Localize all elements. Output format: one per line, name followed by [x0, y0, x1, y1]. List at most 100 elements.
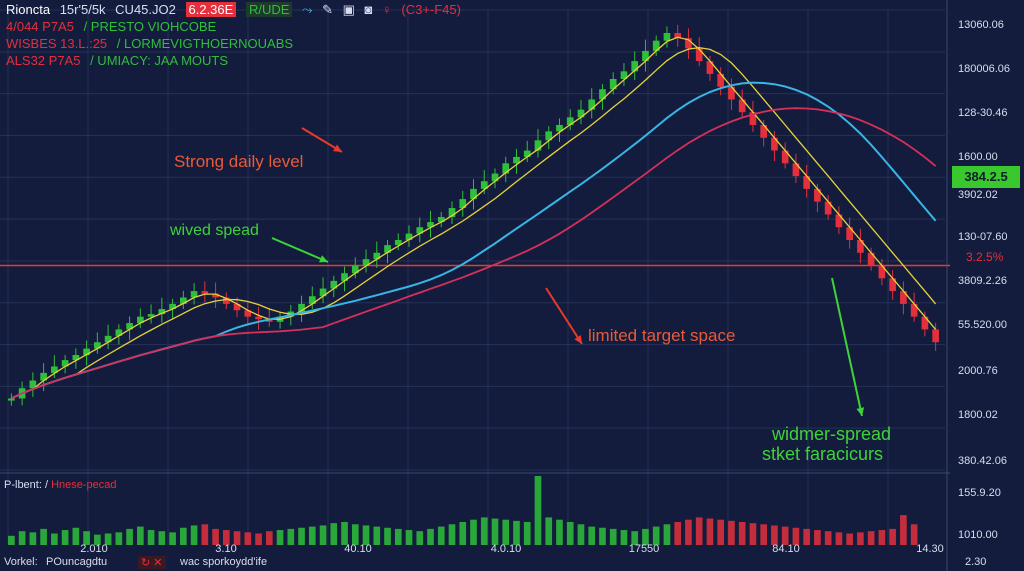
volume-bar: [685, 519, 692, 545]
candle-body: [577, 109, 585, 118]
volume-bar: [341, 522, 348, 545]
annotation-wived-spread: wived spead: [170, 222, 259, 239]
volume-bar: [857, 532, 864, 545]
candle-body: [556, 125, 563, 132]
volume-bar: [835, 532, 843, 545]
candle-body: [685, 38, 692, 49]
candle-body: [61, 360, 69, 367]
candle-body: [566, 117, 574, 125]
alert-icon[interactable]: ♀: [382, 2, 392, 17]
header-line-3: WISBES 13.L.:25 / LORMEVIGTHOERNOUABS: [6, 36, 299, 51]
volume-bar: [642, 528, 649, 545]
y-tick-label: 1800.02: [958, 409, 998, 421]
candle-body: [158, 309, 166, 315]
candle-body: [631, 61, 639, 72]
volume-bar: [330, 523, 338, 545]
y-tick-label: 130-07.60: [958, 231, 1008, 243]
volume-bar: [83, 531, 90, 545]
candle-body: [448, 208, 456, 217]
menu-icon[interactable]: ◙: [364, 2, 373, 17]
settings-icon[interactable]: ✎: [322, 2, 333, 17]
candle-body: [480, 181, 488, 189]
volume-bar: [158, 531, 166, 545]
link-icon[interactable]: ⤳: [302, 2, 313, 17]
volume-tick-label: 1010.00: [958, 529, 998, 541]
candle-body: [900, 291, 907, 304]
volume-bar: [437, 526, 445, 545]
candle-body: [351, 265, 359, 274]
annotation-strong-level: Strong daily level: [174, 152, 304, 171]
candle-body: [459, 199, 467, 209]
volume-bar: [556, 519, 563, 545]
volume-bar: [276, 530, 284, 545]
annotation-limited-target: limited target space: [588, 326, 736, 345]
candle-body: [222, 297, 230, 304]
volume-bar: [244, 532, 252, 545]
candle-body: [534, 140, 542, 151]
volume-bar: [513, 520, 520, 545]
volume-bar: [599, 527, 606, 545]
candle-body: [609, 79, 617, 90]
current-price-badge: 384.2.5: [952, 166, 1020, 188]
volume-bar: [201, 524, 209, 545]
candle-body: [695, 48, 703, 62]
candle-body: [115, 329, 123, 336]
candle-body: [760, 125, 768, 138]
candle-body: [427, 222, 434, 228]
candle-body: [83, 348, 90, 355]
candle-body: [330, 280, 338, 289]
candle-body: [857, 240, 864, 253]
x-tick-label: 4.0.10: [491, 543, 522, 555]
volume-bar: [94, 534, 101, 545]
candle-body: [749, 112, 757, 125]
volume-bar: [115, 532, 123, 545]
candle-body: [523, 150, 531, 157]
header-b: CU45.JO2: [115, 2, 176, 17]
candle-body: [921, 316, 929, 330]
candle-body: [513, 156, 520, 164]
candle-body: [846, 227, 853, 240]
volume-bar: [728, 520, 735, 545]
header-d: (C3+-F45): [401, 2, 461, 17]
header-line-1: Rioncta 15r'5/5k CU45.JO2 6.2.36E R/UDE …: [6, 2, 467, 18]
volume-bar: [631, 531, 639, 545]
volume-bar: [51, 533, 58, 545]
y-tick-label: 55.520.00: [958, 319, 1007, 331]
candle-body: [663, 33, 671, 41]
candle-body: [29, 380, 37, 389]
candle-body: [642, 50, 649, 62]
ma-fast-line: [11, 36, 937, 399]
ma-blue-line: [10, 81, 937, 400]
volume-bar: [577, 524, 585, 545]
footer-right: 2.30: [965, 556, 987, 568]
volume-bar: [900, 515, 907, 545]
volume-bar: [620, 530, 628, 545]
volume-tick-label: 155.9.20: [958, 487, 1001, 499]
y-tick-label: 3902.02: [958, 189, 998, 201]
volume-bar: [523, 522, 531, 545]
symbol-label[interactable]: Rioncta: [6, 2, 51, 17]
footer-red-icon[interactable]: ↻ ✕: [138, 556, 166, 569]
x-tick-label: 40.10: [344, 543, 372, 555]
candle-body: [674, 33, 682, 39]
candle-body: [394, 240, 402, 246]
y-tick-label: 13060.06: [958, 19, 1004, 31]
x-tick-label: 17550: [629, 543, 660, 555]
candle-body: [147, 314, 155, 317]
volume-bar: [18, 531, 26, 545]
volume-bar: [502, 519, 510, 545]
volume-bar: [394, 528, 402, 545]
volume-bar: [212, 528, 219, 545]
candle-body: [738, 99, 746, 113]
y-tick-label: 2000.76: [958, 365, 998, 377]
candle-body: [212, 293, 219, 298]
candle-body: [835, 214, 843, 228]
camera-icon[interactable]: ▣: [342, 2, 355, 17]
header-c: R/UDE: [245, 2, 293, 17]
volume-panel-title: P-lbent: / Hnese-pecad: [4, 479, 117, 491]
volume-bar: [308, 526, 316, 545]
volume-bar: [803, 528, 810, 545]
volume-bar: [566, 522, 574, 545]
candle-body: [179, 297, 187, 304]
